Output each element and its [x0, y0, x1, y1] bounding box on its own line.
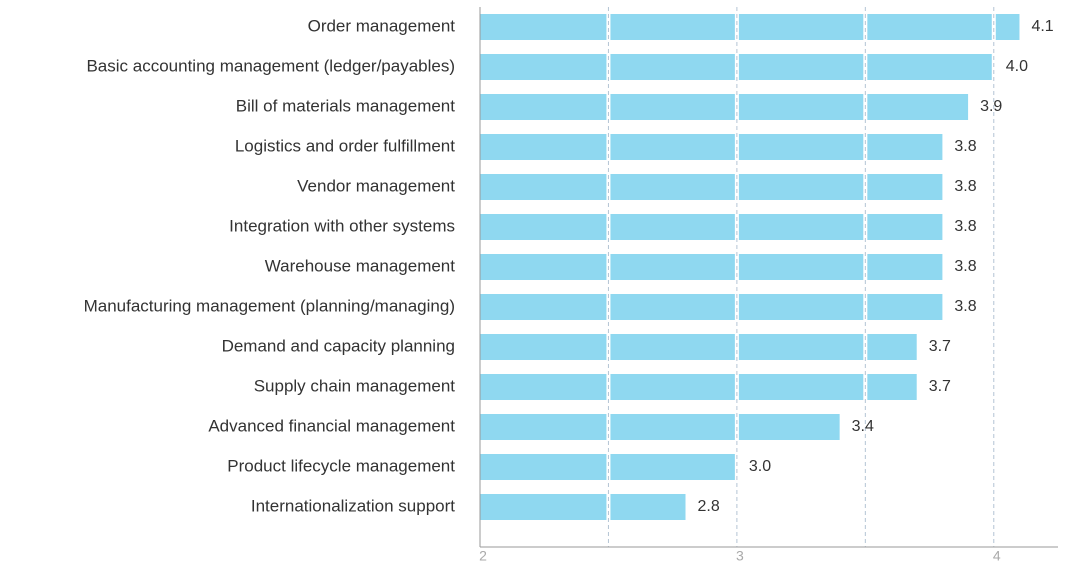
- category-label: Internationalization support: [251, 496, 455, 515]
- bar: [480, 254, 943, 280]
- bar: [480, 414, 840, 440]
- value-label: 3.8: [954, 298, 976, 315]
- bar: [480, 494, 686, 520]
- bar: [480, 374, 917, 400]
- x-tick-label: 3: [736, 548, 744, 564]
- value-label: 3.8: [954, 258, 976, 275]
- bar: [480, 294, 943, 320]
- x-tick-label: 4: [993, 548, 1001, 564]
- category-label: Supply chain management: [254, 376, 456, 395]
- category-label: Warehouse management: [265, 256, 456, 275]
- value-label: 3.8: [954, 218, 976, 235]
- category-label: Manufacturing management (planning/manag…: [84, 296, 455, 315]
- bar: [480, 214, 943, 240]
- value-label: 3.4: [852, 418, 874, 435]
- bar: [480, 94, 969, 120]
- bar: [480, 14, 1020, 40]
- value-label: 2.8: [698, 498, 720, 515]
- category-label: Demand and capacity planning: [222, 336, 455, 355]
- category-label: Vendor management: [297, 176, 455, 195]
- bar: [480, 174, 943, 200]
- value-label: 3.8: [954, 138, 976, 155]
- value-label: 3.0: [749, 458, 771, 475]
- category-label: Basic accounting management (ledger/paya…: [86, 56, 455, 75]
- category-label: Logistics and order fulfillment: [235, 136, 455, 155]
- value-label: 4.1: [1031, 18, 1053, 35]
- category-label: Advanced financial management: [208, 416, 455, 435]
- category-label: Order management: [308, 16, 456, 35]
- value-label: 3.8: [954, 178, 976, 195]
- category-label: Bill of materials management: [236, 96, 455, 115]
- value-label: 3.9: [980, 98, 1002, 115]
- value-label: 4.0: [1006, 58, 1028, 75]
- bar: [480, 134, 943, 160]
- value-label: 3.7: [929, 378, 951, 395]
- bar: [480, 334, 917, 360]
- category-label: Product lifecycle management: [227, 456, 455, 475]
- category-label: Integration with other systems: [229, 216, 455, 235]
- x-tick-label: 2: [479, 548, 487, 564]
- value-label: 3.7: [929, 338, 951, 355]
